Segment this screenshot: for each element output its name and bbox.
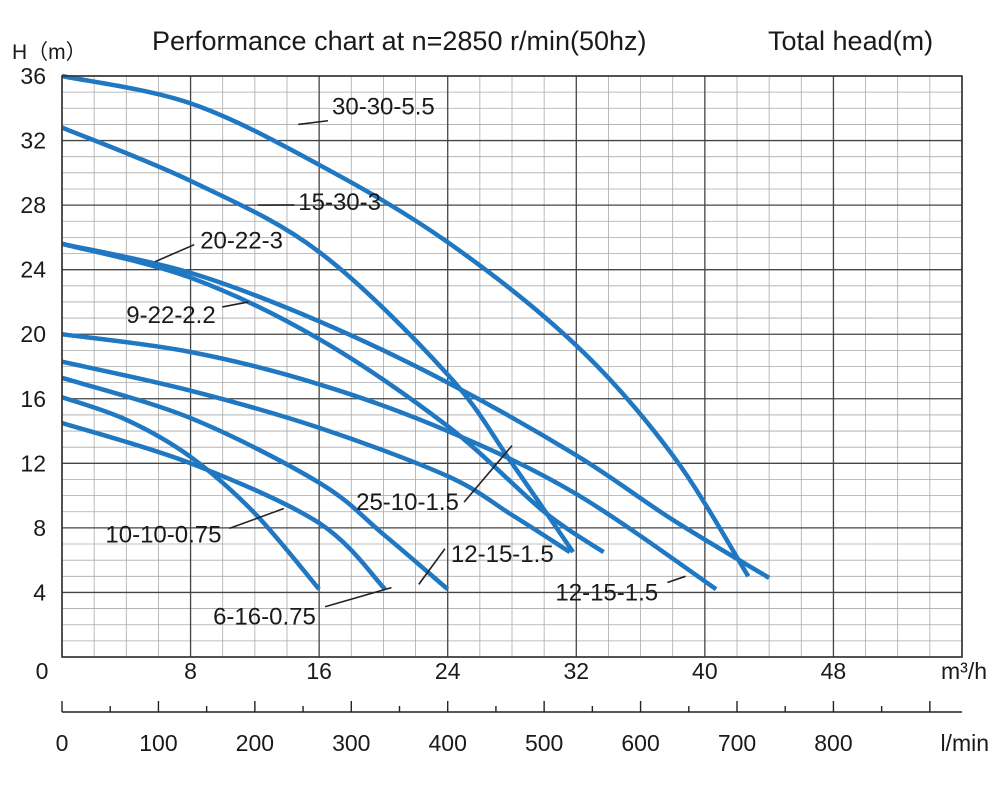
curve-label: 12-15-1.5 (451, 541, 554, 568)
x-tick-label: 40 (692, 658, 718, 684)
leader-line (154, 243, 195, 263)
curve-label: 15-30-3 (298, 189, 381, 216)
x-tick-label: 48 (821, 658, 847, 684)
curve-labels: 30-30-5.5 15-30-3 20-22-3 9-22-2.2 25-10-1.5… (105, 94, 658, 631)
label-leaders (154, 119, 686, 608)
y-tick-label: 24 (20, 257, 46, 283)
x2-tick-label: 100 (139, 730, 177, 756)
x2-tick-label: 0 (56, 730, 69, 756)
leader-line (222, 301, 249, 308)
curve-30-30-5.5-0 (61, 73, 751, 578)
x-tick-label: 32 (563, 658, 589, 684)
leader-line (463, 445, 513, 503)
chart-title: Performance chart at n=2850 r/min(50hz) (152, 26, 647, 56)
curve-25-10-1.5-4 (61, 331, 718, 592)
y-tick-label: 36 (20, 63, 46, 89)
y-tick-label: 20 (20, 321, 46, 347)
x2-axis-unit: l/min (940, 730, 989, 756)
curve-label: 12-15-1.5 (555, 580, 658, 607)
leader-line (298, 119, 329, 126)
leader-line (229, 507, 285, 530)
curve-20-22-3-2 (61, 241, 771, 580)
x-axis-unit: m³/h (941, 658, 987, 684)
curve-6-16-0.75-7 (61, 395, 321, 591)
x-tick-label: 24 (435, 658, 461, 684)
leader-line (667, 575, 686, 584)
leader-line (324, 586, 392, 608)
plot-frame (61, 75, 963, 658)
x2-tick-label: 200 (236, 730, 274, 756)
x2-tick-label: 300 (332, 730, 370, 756)
curve-label: 30-30-5.5 (332, 94, 435, 121)
right-title: Total head(m) (768, 26, 934, 56)
x-tick-label: 0 (36, 658, 49, 684)
y-axis-title: H（m） (12, 41, 87, 64)
x2-tick-label: 400 (429, 730, 467, 756)
leader-line (418, 548, 446, 585)
x-tick-label: 16 (306, 658, 332, 684)
curve-15-30-3-1 (61, 125, 575, 554)
x2-tick-label: 700 (718, 730, 756, 756)
curve-label: 20-22-3 (200, 228, 283, 255)
x-tick-label: 8 (184, 658, 197, 684)
curve-9-22-2.2-3 (61, 241, 605, 554)
performance-curves (61, 73, 771, 592)
y-tick-label: 8 (33, 515, 46, 541)
y-tick-label: 16 (20, 386, 46, 412)
curve-12-15-1.5-8 (61, 420, 387, 591)
curve-label: 9-22-2.2 (126, 302, 215, 329)
x2-tick-label: 800 (814, 730, 852, 756)
curve-label: 25-10-1.5 (356, 489, 459, 516)
x2-tick-label: 600 (621, 730, 659, 756)
x2-tick-label: 500 (525, 730, 563, 756)
y-tick-label: 32 (20, 128, 46, 154)
curve-label: 6-16-0.75 (213, 604, 316, 631)
curve-10-10-0.75-6 (61, 375, 450, 591)
grid-minor (62, 76, 962, 657)
y-tick-label: 28 (20, 192, 46, 218)
curve-label: 10-10-0.75 (105, 521, 221, 548)
y-tick-label: 12 (20, 450, 46, 476)
curve-12-15-1.5-5 (61, 359, 572, 554)
y-tick-label: 4 (33, 579, 46, 605)
